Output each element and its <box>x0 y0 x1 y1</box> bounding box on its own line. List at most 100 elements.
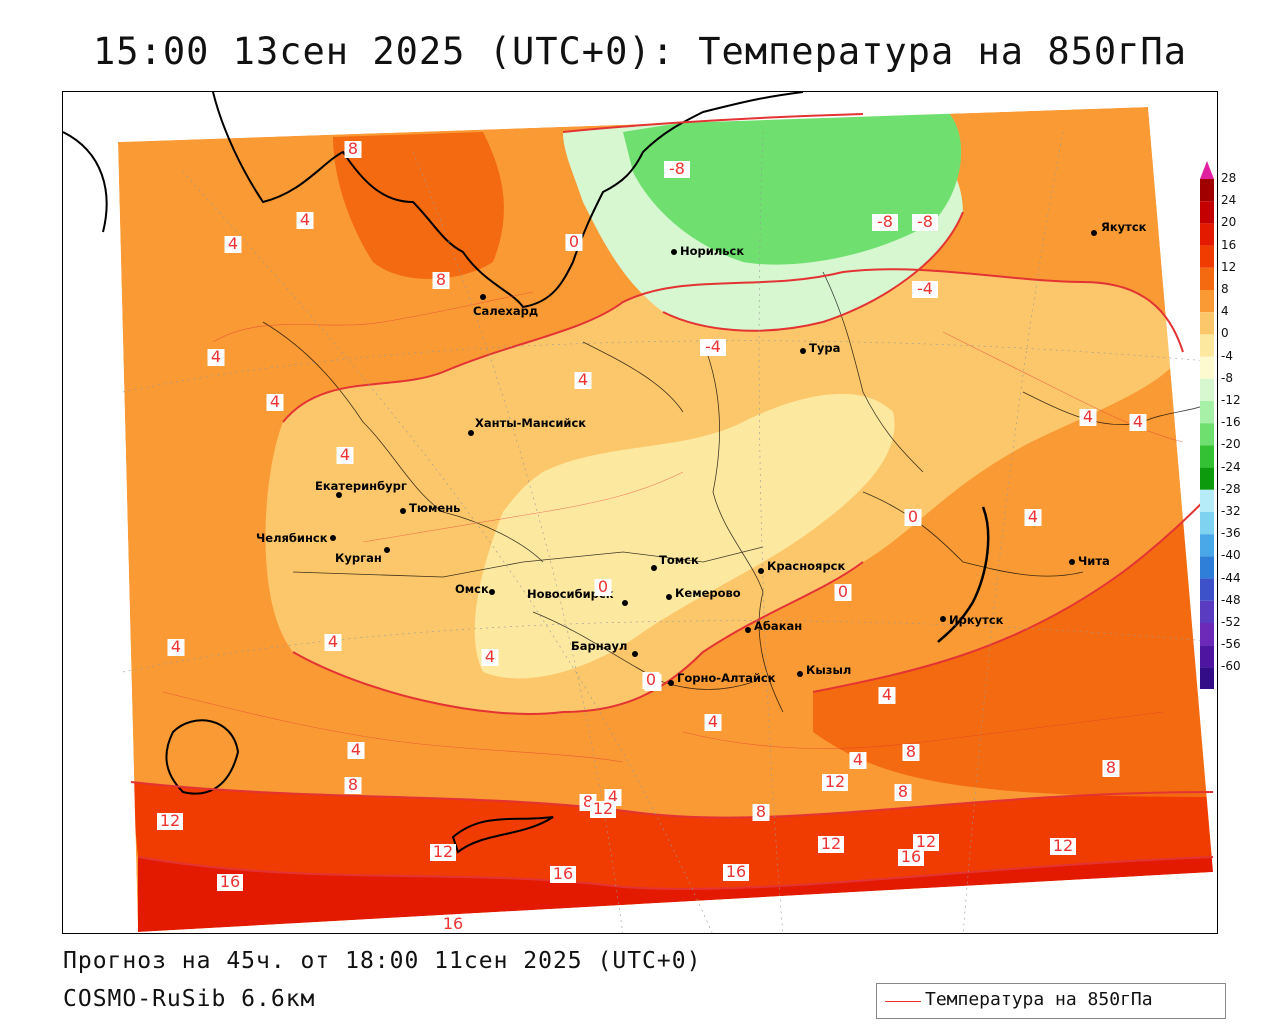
city-gorno-altaysk[interactable]: Горно-Алтайск <box>668 671 776 686</box>
isoline-label-bg <box>266 394 284 411</box>
isoline-label: 0 <box>598 577 608 596</box>
city-yekaterinburg[interactable]: Екатеринбург <box>315 479 407 498</box>
scale-tick-label: 8 <box>1221 282 1229 296</box>
city-tomsk[interactable]: Томск <box>651 553 699 571</box>
city-label: Омск <box>455 582 489 596</box>
isoline-label: 4 <box>270 392 280 411</box>
isoline-label: 16 <box>553 864 573 883</box>
isoline-label: 12 <box>821 834 841 853</box>
scale-tick-label: 16 <box>1221 237 1237 252</box>
city-tyumen[interactable]: Тюмень <box>400 501 460 515</box>
city-markers: Норильск Якутск Салехард Тура Ханты-Манс… <box>256 220 1147 686</box>
temperature-map[interactable]: Норильск Якутск Салехард Тура Ханты-Манс… <box>62 91 1218 934</box>
isoline-label: 16 <box>220 872 240 891</box>
city-krasnoyarsk[interactable]: Красноярск <box>758 559 845 574</box>
scale-tick-label: 28 <box>1221 171 1237 185</box>
color-scale <box>1198 159 1278 708</box>
isoline-label: 4 <box>1028 507 1038 526</box>
city-kyzyl[interactable]: Кызыл <box>797 663 851 677</box>
scale-tick-label: 24 <box>1221 193 1237 208</box>
isoline-label-bg <box>872 214 898 231</box>
warm-band-12 <box>131 782 1213 890</box>
scale-swatch <box>1200 223 1214 246</box>
isoline-label: 16 <box>726 862 746 881</box>
city-label: Кызыл <box>806 663 851 677</box>
isoline-label: 8 <box>1106 758 1116 777</box>
city-tura[interactable]: Тура <box>800 341 840 355</box>
isoline-label-bg <box>664 161 690 178</box>
scale-swatch <box>1200 578 1214 601</box>
city-novosibirsk[interactable]: Новосибирск <box>527 587 628 606</box>
isoline-label-bg <box>834 584 852 601</box>
isoline-label-bg <box>1102 760 1120 777</box>
isoline-label: 0 <box>908 507 918 526</box>
isoline-label: 4 <box>882 685 892 704</box>
scale-swatch <box>1200 378 1214 401</box>
scale-tick-label: -16 <box>1221 415 1241 430</box>
scale-tick-label: 20 <box>1221 215 1237 230</box>
forecast-info: Прогноз на 45ч. от 18:00 11сен 2025 (UTC… <box>63 948 702 974</box>
isoline-label: 12 <box>916 832 936 851</box>
scale-swatch <box>1200 179 1214 202</box>
city-norilsk[interactable]: Норильск <box>671 244 744 258</box>
legend-label: Температура на 850гПа <box>925 989 1153 1010</box>
isoline-label: -4 <box>917 279 933 298</box>
isoline-label-bg <box>1024 509 1042 526</box>
scale-tick-label: 12 <box>1221 259 1237 274</box>
city-kurgan[interactable]: Курган <box>335 547 390 565</box>
isoline-label: 4 <box>328 632 338 651</box>
city-label: Иркутск <box>949 613 1004 627</box>
city-label: Норильск <box>680 244 744 258</box>
scale-swatch <box>1200 267 1214 290</box>
city-label: Тура <box>809 341 840 355</box>
isoline-label-bg <box>912 214 938 231</box>
isoline-label: -4 <box>705 337 721 356</box>
warm-nw-8 <box>333 132 504 279</box>
isoline-label-bg <box>878 687 896 704</box>
isoline-label-bg <box>642 672 660 689</box>
city-label: Ханты-Мансийск <box>475 416 586 430</box>
city-label: Тюмень <box>409 501 460 515</box>
lake-balkhash <box>451 816 554 854</box>
isoline-label: 8 <box>906 742 916 761</box>
city-label: Екатеринбург <box>315 479 407 493</box>
coastline <box>63 92 804 309</box>
city-kemerovo[interactable]: Кемерово <box>666 586 741 600</box>
isoline-label-bg <box>912 281 938 298</box>
isoline-label-bg <box>440 916 466 933</box>
scale-swatch <box>1200 445 1214 468</box>
city-chelyabinsk[interactable]: Челябинск <box>256 531 336 545</box>
city-label: Абакан <box>754 619 802 633</box>
city-omsk[interactable]: Омск <box>455 582 495 596</box>
legend-line-swatch <box>885 1001 921 1002</box>
isoline-label-bg <box>818 836 844 853</box>
city-yakutsk[interactable]: Якутск <box>1091 220 1147 236</box>
isoline-labels: 84444440-8-8-4-4044400044448848121212121… <box>157 139 1147 933</box>
scale-swatch <box>1200 423 1214 446</box>
cool-central-0 <box>474 393 895 679</box>
isoline-label: 4 <box>300 210 310 229</box>
scale-swatch <box>1200 556 1214 579</box>
isoline-label: 4 <box>1083 407 1093 426</box>
city-salekhard[interactable]: Салехард <box>473 294 538 318</box>
city-chita[interactable]: Чита <box>1069 554 1110 568</box>
isoline-label: 12 <box>1053 836 1073 855</box>
city-irkutsk[interactable]: Иркутск <box>940 613 1004 627</box>
city-barnaul[interactable]: Барнаул <box>571 639 638 657</box>
isoline-label-bg <box>1050 838 1076 855</box>
isoline-label-bg <box>822 774 848 791</box>
lake-sw <box>165 719 240 795</box>
scale-tick-label: -32 <box>1221 504 1241 518</box>
isoline-label: 12 <box>593 799 613 818</box>
warm-east-8 <box>813 492 1213 797</box>
scale-tick-label: -36 <box>1221 526 1241 541</box>
scale-swatch <box>1200 489 1214 512</box>
isoline-label-bg <box>898 849 924 866</box>
city-khanty-mansiysk[interactable]: Ханты-Мансийск <box>468 416 586 436</box>
isoline-label-bg <box>432 272 450 289</box>
isoline-label: 4 <box>340 445 350 464</box>
isoline-label: 0 <box>569 232 579 251</box>
city-abakan[interactable]: Абакан <box>745 619 802 633</box>
isoline-label-bg <box>723 864 749 881</box>
isoline-label-bg <box>167 639 185 656</box>
